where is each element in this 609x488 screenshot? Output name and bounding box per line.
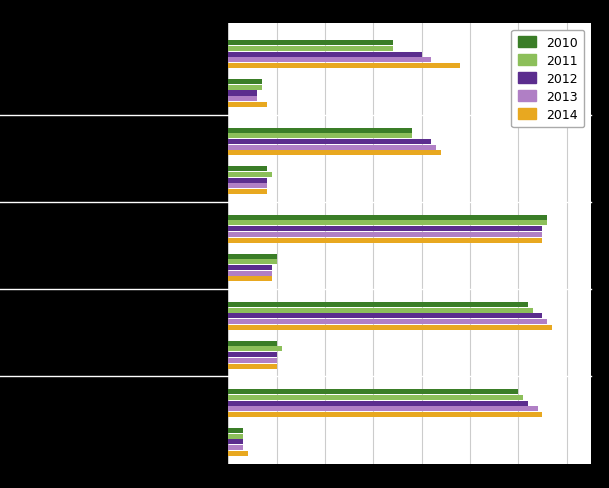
Bar [228,303,528,307]
Bar [228,58,431,63]
Bar [228,128,412,133]
Bar [228,145,436,150]
Bar [228,102,267,108]
Bar [228,53,421,58]
Legend: 2010, 2011, 2012, 2013, 2014: 2010, 2011, 2012, 2013, 2014 [512,31,585,128]
Bar [228,401,528,406]
Bar [228,173,272,178]
Bar [228,265,272,270]
Bar [228,412,543,417]
Bar [228,440,243,445]
Bar [228,167,267,172]
Bar [228,232,543,237]
Bar [228,389,518,394]
Bar [228,190,267,195]
Bar [228,47,393,52]
Bar [228,325,552,330]
Bar [228,314,543,319]
Bar [228,91,258,96]
Bar [228,347,281,352]
Bar [228,277,272,282]
Bar [228,64,460,69]
Bar [228,364,276,369]
Bar [228,445,243,450]
Bar [228,407,538,411]
Bar [228,320,547,325]
Bar [228,451,248,456]
Bar [228,41,393,46]
Bar [228,271,272,276]
Bar [228,134,412,139]
Bar [228,341,276,346]
Bar [228,221,547,226]
Bar [228,254,276,259]
Bar [228,308,533,313]
Bar [228,227,543,232]
Bar [228,151,441,156]
Bar [228,80,262,85]
Bar [228,434,243,439]
Bar [228,215,547,221]
Bar [228,140,431,144]
Bar [228,358,276,363]
Bar [228,395,523,400]
Bar [228,184,267,189]
Bar [228,85,262,91]
Bar [228,428,243,433]
Bar [228,260,276,264]
Bar [228,97,258,102]
Bar [228,238,543,243]
Bar [228,352,276,357]
Bar [228,178,267,183]
